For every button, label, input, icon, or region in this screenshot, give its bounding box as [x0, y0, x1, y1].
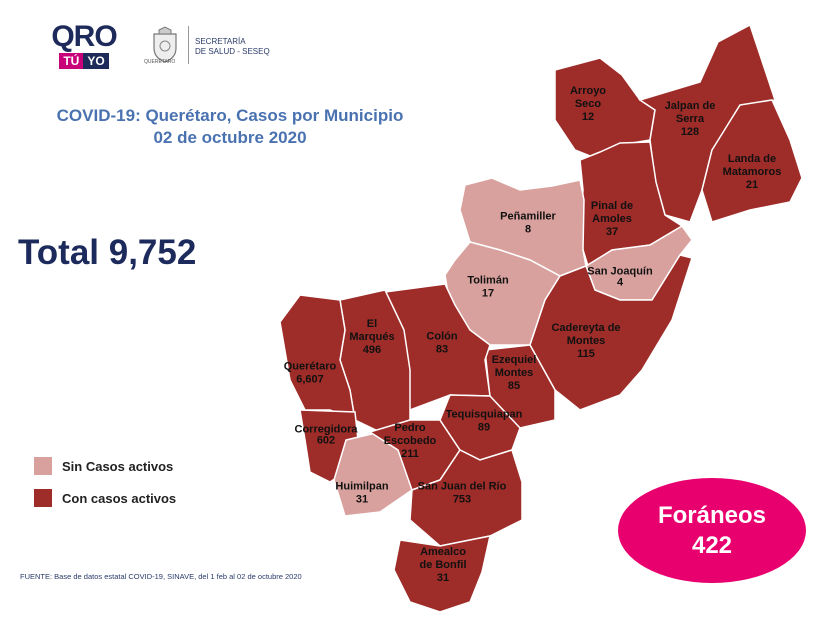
municipality-cases: 128	[681, 126, 699, 138]
municipality-cases: 496	[363, 344, 381, 356]
municipality-shape	[393, 535, 491, 613]
municipality-name: Serra	[676, 113, 705, 125]
municipality-name: Pedro	[394, 422, 425, 434]
municipality-name: Pinal de	[591, 200, 633, 212]
municipality-name: Cadereyta de	[551, 322, 620, 334]
municipality-shape	[279, 294, 356, 422]
municipality-name: Landa de	[728, 153, 776, 165]
municipality-cases: 31	[356, 494, 368, 506]
title-line2: 02 de octubre 2020	[153, 128, 307, 147]
municipality-queretaro	[279, 294, 356, 422]
municipality-cases: 31	[437, 572, 449, 584]
legend-swatch	[34, 489, 52, 507]
municipality-name: Montes	[567, 335, 606, 347]
municipality-name: Colón	[426, 331, 457, 343]
municipality-cases: 753	[453, 494, 471, 506]
foraneos-badge: Foráneos 422	[618, 478, 806, 583]
municipality-name: Corregidora	[295, 424, 359, 436]
legend-swatch	[34, 457, 52, 475]
municipality-cases: 4	[617, 277, 624, 289]
municipality-cases: 211	[401, 448, 419, 460]
municipality-cases: 6,607	[296, 374, 324, 386]
municipality-cases: 37	[606, 226, 618, 238]
municipality-name: Querétaro	[284, 361, 337, 373]
legend-label: Sin Casos activos	[62, 458, 174, 474]
municipality-shape	[529, 254, 693, 411]
municipality-name: Seco	[575, 98, 602, 110]
municipality-name: Peñamiller	[500, 211, 556, 223]
header-divider	[188, 26, 189, 64]
title-line1: COVID-19: Querétaro, Casos por Municipio	[56, 106, 404, 125]
municipality-landa	[701, 99, 803, 223]
seal-label: QUERÉTARO	[144, 59, 176, 65]
municipality-name: Matamoros	[723, 166, 782, 178]
legend-item-inactive: Sin Casos activos	[34, 450, 176, 482]
municipality-name: El	[367, 318, 377, 330]
municipality-name: Marqués	[349, 331, 394, 343]
municipality-name: Jalpan de	[665, 100, 716, 112]
foraneos-label: Foráneos	[657, 501, 767, 529]
municipality-name: Escobedo	[384, 435, 437, 447]
municipality-amealco	[393, 535, 491, 613]
legend: Sin Casos activos Con casos activos	[34, 450, 176, 514]
legend-item-active: Con casos activos	[34, 482, 176, 514]
municipality-name: Arroyo	[570, 85, 606, 97]
queretaro-seal-icon	[153, 26, 177, 63]
municipality-cases: 21	[746, 179, 758, 191]
municipality-cases: 12	[582, 111, 594, 123]
foraneos-value: 422	[691, 531, 733, 559]
municipality-cases: 17	[482, 288, 494, 300]
source-note: FUENTE: Base de datos estatal COVID-19, …	[20, 572, 302, 581]
municipality-shape	[409, 449, 523, 547]
total-cases: Total 9,752	[18, 233, 197, 272]
agency-line2: DE SALUD - SESEQ	[195, 47, 270, 56]
municipality-san-juan	[409, 449, 523, 547]
municipality-cases: 115	[577, 348, 595, 360]
agency-line1: SECRETARÍA	[195, 37, 246, 46]
logo-yo: YO	[83, 53, 109, 69]
municipality-name: Huimilpan	[335, 481, 388, 493]
municipality-name: San Juan del Río	[418, 481, 507, 493]
municipality-name: Tequisquiapan	[446, 409, 523, 421]
municipality-cases: 89	[478, 422, 490, 434]
municipality-name: Ezequiel	[492, 354, 537, 366]
municipality-cases: 8	[525, 224, 531, 236]
municipality-cases: 602	[317, 435, 335, 447]
municipality-name: de Bonfil	[419, 559, 466, 571]
qro-tu-yo-logo: QRO TÚ YO	[44, 22, 124, 72]
municipality-cadereyta	[529, 254, 693, 411]
municipality-name: Tolimán	[467, 275, 509, 287]
page-title: COVID-19: Querétaro, Casos por Municipio…	[20, 105, 440, 149]
municipality-cases: 85	[508, 380, 520, 392]
logo-text: QRO	[51, 20, 117, 53]
legend-label: Con casos activos	[62, 490, 177, 506]
municipality-name: San Joaquín	[587, 266, 653, 278]
municipality-name: Amoles	[592, 213, 632, 225]
logo-tu: TÚ	[59, 53, 84, 69]
municipality-cases: 83	[436, 344, 448, 356]
municipality-shape	[701, 99, 803, 223]
agency-name: SECRETARÍA DE SALUD - SESEQ	[195, 37, 270, 57]
municipality-name: Montes	[495, 367, 534, 379]
municipality-name: Amealco	[420, 546, 466, 558]
